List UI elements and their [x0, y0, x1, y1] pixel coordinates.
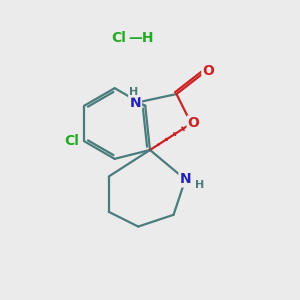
Text: H: H [195, 180, 204, 190]
Text: H: H [129, 87, 138, 97]
Text: —H: —H [128, 31, 153, 45]
Text: O: O [202, 64, 214, 78]
Text: Cl: Cl [112, 31, 126, 45]
Text: O: O [188, 116, 200, 130]
Text: N: N [130, 96, 141, 110]
Text: Cl: Cl [64, 134, 79, 148]
Text: N: N [179, 172, 191, 186]
